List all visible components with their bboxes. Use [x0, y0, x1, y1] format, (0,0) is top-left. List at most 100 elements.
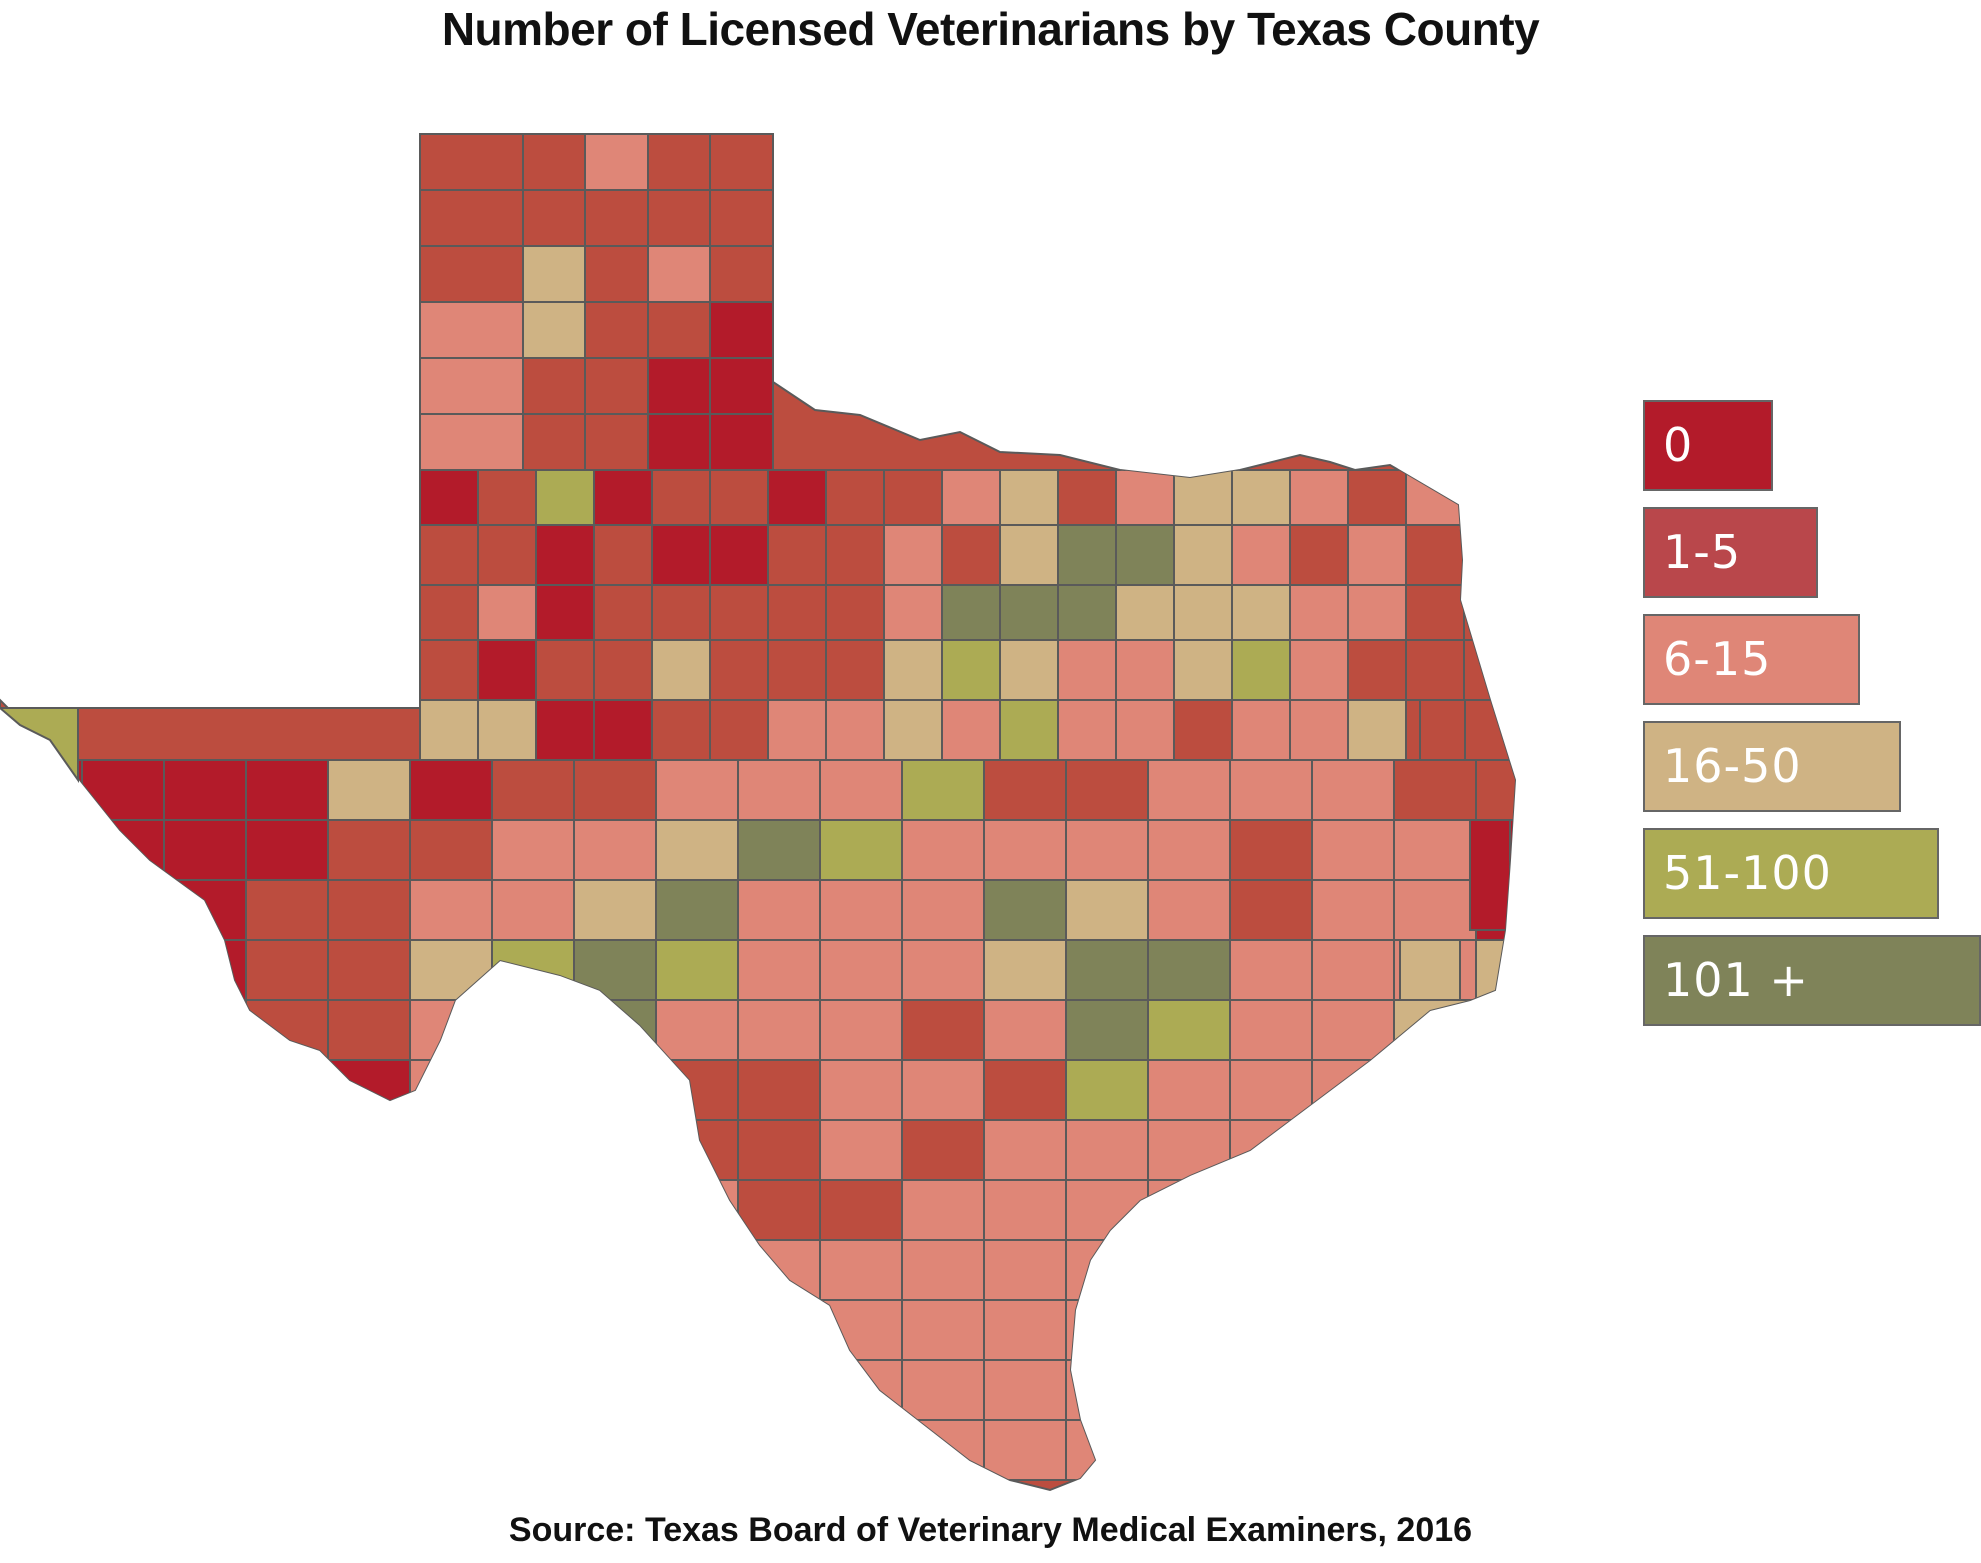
county[interactable]	[1289, 469, 1349, 531]
county[interactable]	[245, 1419, 329, 1481]
county[interactable]	[419, 245, 524, 303]
county[interactable]	[163, 999, 247, 1061]
county[interactable]	[327, 1419, 411, 1481]
county[interactable]	[1347, 584, 1407, 646]
county[interactable]	[1405, 639, 1465, 701]
county[interactable]	[901, 1059, 985, 1121]
county[interactable]	[655, 1239, 739, 1301]
county[interactable]	[81, 1119, 165, 1181]
county[interactable]	[81, 819, 165, 881]
county[interactable]	[655, 759, 739, 821]
county[interactable]	[163, 1179, 247, 1241]
county[interactable]	[81, 1419, 165, 1481]
county[interactable]	[655, 1119, 739, 1181]
county[interactable]	[163, 1299, 247, 1361]
county[interactable]	[245, 1179, 329, 1241]
county[interactable]	[245, 1359, 329, 1421]
county[interactable]	[409, 819, 493, 881]
county[interactable]	[1065, 1119, 1149, 1181]
county[interactable]	[767, 469, 827, 531]
county[interactable]	[999, 639, 1059, 701]
county[interactable]	[651, 524, 711, 586]
county[interactable]	[737, 879, 821, 941]
county[interactable]	[1229, 1239, 1313, 1301]
county[interactable]	[245, 999, 329, 1061]
county[interactable]	[0, 1419, 83, 1481]
county[interactable]	[0, 1299, 83, 1361]
county[interactable]	[419, 189, 524, 247]
county[interactable]	[1311, 1359, 1395, 1421]
county[interactable]	[767, 524, 827, 586]
county[interactable]	[941, 699, 1001, 761]
county[interactable]	[1229, 759, 1313, 821]
county[interactable]	[1289, 524, 1349, 586]
county[interactable]	[409, 879, 493, 941]
county[interactable]	[163, 1119, 247, 1181]
county[interactable]	[737, 999, 821, 1061]
county[interactable]	[573, 1179, 657, 1241]
county[interactable]	[1147, 939, 1231, 1001]
county[interactable]	[573, 1119, 657, 1181]
county[interactable]	[81, 1179, 165, 1241]
county[interactable]	[1393, 1059, 1477, 1121]
county[interactable]	[983, 1359, 1067, 1421]
county[interactable]	[1231, 639, 1291, 701]
county[interactable]	[767, 699, 827, 761]
county[interactable]	[825, 699, 885, 761]
county[interactable]	[883, 699, 943, 761]
county[interactable]	[163, 1059, 247, 1121]
county[interactable]	[522, 413, 586, 471]
county[interactable]	[245, 819, 329, 881]
county[interactable]	[409, 999, 493, 1061]
county[interactable]	[655, 1179, 739, 1241]
county[interactable]	[1057, 524, 1117, 586]
county[interactable]	[825, 639, 885, 701]
county[interactable]	[825, 524, 885, 586]
county[interactable]	[81, 939, 165, 1001]
county[interactable]	[593, 699, 653, 761]
county[interactable]	[327, 879, 411, 941]
county[interactable]	[1475, 939, 1558, 1001]
county[interactable]	[1393, 1239, 1477, 1301]
county[interactable]	[409, 939, 493, 1001]
county[interactable]	[491, 1239, 575, 1301]
county[interactable]	[0, 939, 83, 1001]
county[interactable]	[1229, 1059, 1313, 1121]
county[interactable]	[419, 413, 524, 471]
county[interactable]	[573, 939, 657, 1001]
county[interactable]	[1065, 999, 1149, 1061]
county[interactable]	[1147, 1179, 1231, 1241]
county[interactable]	[1229, 1419, 1313, 1481]
county[interactable]	[477, 639, 537, 701]
county[interactable]	[327, 819, 411, 881]
county[interactable]	[0, 1119, 83, 1181]
county[interactable]	[651, 469, 711, 531]
county[interactable]	[535, 699, 595, 761]
county[interactable]	[1147, 879, 1231, 941]
county[interactable]	[491, 759, 575, 821]
county[interactable]	[709, 245, 774, 303]
county[interactable]	[883, 469, 943, 531]
county[interactable]	[819, 1179, 903, 1241]
county[interactable]	[1173, 584, 1233, 646]
county[interactable]	[245, 759, 329, 821]
county[interactable]	[1475, 1299, 1558, 1361]
county[interactable]	[901, 1179, 985, 1241]
county[interactable]	[1475, 1359, 1558, 1421]
county[interactable]	[819, 1359, 903, 1421]
county[interactable]	[819, 879, 903, 941]
county[interactable]	[1229, 879, 1313, 941]
county[interactable]	[1475, 1119, 1558, 1181]
county[interactable]	[737, 1179, 821, 1241]
county[interactable]	[709, 134, 774, 191]
county[interactable]	[584, 413, 649, 471]
county[interactable]	[819, 999, 903, 1061]
county[interactable]	[1463, 469, 1522, 531]
county[interactable]	[584, 189, 649, 247]
county[interactable]	[1311, 879, 1395, 941]
county[interactable]	[819, 1059, 903, 1121]
county[interactable]	[419, 469, 479, 531]
county[interactable]	[593, 639, 653, 701]
county[interactable]	[1311, 1119, 1395, 1181]
county[interactable]	[655, 1359, 739, 1421]
